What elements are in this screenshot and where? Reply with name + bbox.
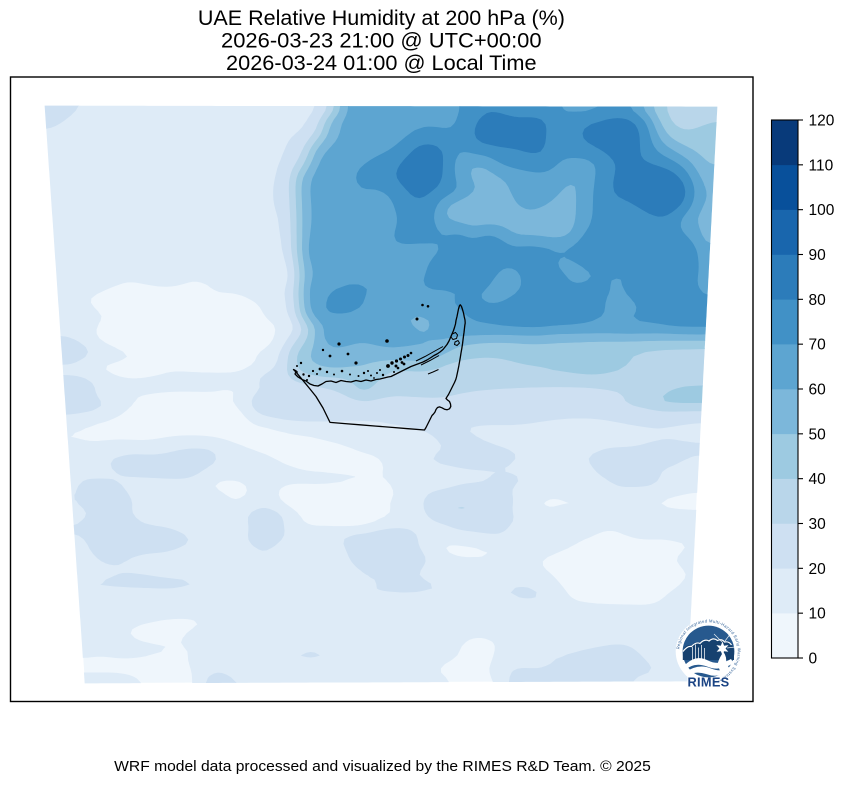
svg-text:RIMES: RIMES	[687, 675, 729, 690]
svg-text:80: 80	[809, 292, 827, 309]
svg-text:UAE Relative Humidity at 200 h: UAE Relative Humidity at 200 hPa (%)	[198, 7, 565, 30]
svg-text:70: 70	[809, 337, 827, 354]
svg-text:2026-03-24 01:00 @ Local Time: 2026-03-24 01:00 @ Local Time	[226, 52, 537, 75]
svg-text:40: 40	[809, 471, 827, 488]
svg-text:10: 10	[809, 606, 827, 623]
svg-text:WRF model data processed and v: WRF model data processed and visualized …	[114, 759, 651, 775]
svg-text:2026-03-23 21:00 @ UTC+00:00: 2026-03-23 21:00 @ UTC+00:00	[221, 30, 542, 53]
svg-text:30: 30	[809, 516, 827, 533]
svg-text:60: 60	[809, 382, 827, 399]
svg-text:20: 20	[809, 561, 827, 578]
svg-text:50: 50	[809, 426, 827, 443]
svg-text:0: 0	[809, 651, 818, 668]
svg-text:100: 100	[809, 202, 835, 219]
svg-text:90: 90	[809, 247, 827, 264]
svg-text:120: 120	[809, 113, 835, 130]
svg-text:110: 110	[809, 157, 834, 174]
